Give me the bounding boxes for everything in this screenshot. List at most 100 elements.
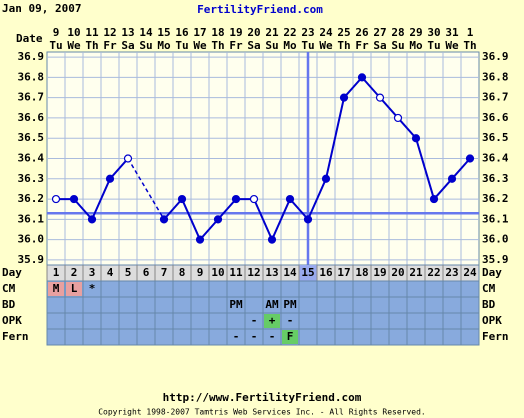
date-label: 14 <box>139 26 153 39</box>
row-cell: + <box>269 314 276 327</box>
y-tick-label-right: 36.7 <box>482 91 509 104</box>
date-label: 15 <box>157 26 170 39</box>
day-label: 5 <box>125 266 132 279</box>
footer-url: http://www.FertilityFriend.com <box>163 391 362 404</box>
y-tick-label: 36.0 <box>18 233 45 246</box>
y-tick-label-right: 36.0 <box>482 233 509 246</box>
weekday-label: We <box>445 39 459 52</box>
row-label-right: CM <box>482 282 496 295</box>
weekday-label: Tu <box>427 39 440 52</box>
y-tick-label: 36.8 <box>18 70 45 83</box>
y-tick-label-right: 36.8 <box>482 70 509 83</box>
y-tick-label: 36.9 <box>18 50 45 63</box>
y-tick-label-right: 35.9 <box>482 253 509 266</box>
date-label: 21 <box>265 26 279 39</box>
day-label: 13 <box>265 266 278 279</box>
weekday-label: We <box>193 39 207 52</box>
row-label-right: Fern <box>482 330 509 343</box>
y-tick-label: 36.4 <box>18 152 45 165</box>
ovulation-day-cell <box>299 265 317 281</box>
row-cell: - <box>287 314 294 327</box>
y-tick-label-right: 36.2 <box>482 192 509 205</box>
y-tick-label-right: 36.1 <box>482 212 509 225</box>
row-cell: - <box>251 330 258 343</box>
weekday-label: We <box>67 39 81 52</box>
temp-point <box>69 194 79 204</box>
cell-highlight <box>66 282 82 296</box>
date-label: 31 <box>445 26 459 39</box>
row-label: CM <box>2 282 16 295</box>
y-tick-label: 36.6 <box>18 111 45 124</box>
row-cell: F <box>287 330 294 343</box>
temp-point <box>213 215 223 224</box>
row-label-right: OPK <box>482 314 502 327</box>
y-tick-label: 35.9 <box>18 253 45 266</box>
y-tick-label: 36.2 <box>18 192 45 205</box>
date-label: 23 <box>301 26 314 39</box>
y-tick-label: 36.7 <box>18 91 45 104</box>
day-label: 3 <box>89 266 96 279</box>
row-label: BD <box>2 298 16 311</box>
date-label: 12 <box>103 26 116 39</box>
day-label: 20 <box>391 266 404 279</box>
temp-point <box>303 215 313 224</box>
day-label: 22 <box>427 266 440 279</box>
row-label: Fern <box>2 330 29 343</box>
weekday-label: Sa <box>373 39 386 52</box>
temp-point <box>339 93 349 102</box>
temp-point <box>231 194 241 204</box>
temp-point <box>105 174 115 183</box>
row-cell: AM <box>265 298 279 311</box>
y-tick-label-right: 36.3 <box>482 172 509 185</box>
date-label: 19 <box>229 26 242 39</box>
day-label: 7 <box>161 266 168 279</box>
y-tick-label-right: 36.4 <box>482 152 509 165</box>
weekday-label: Mo <box>157 39 171 52</box>
day-label: 21 <box>409 266 423 279</box>
day-label: 9 <box>197 266 204 279</box>
day-row-label-right: Day <box>482 266 502 279</box>
date-label: 17 <box>193 26 206 39</box>
date-label: 18 <box>211 26 224 39</box>
site-title: FertilityFriend.com <box>197 3 323 16</box>
weekday-label: Mo <box>283 39 297 52</box>
row-cell: - <box>251 314 258 327</box>
date-label: 11 <box>85 26 99 39</box>
day-label: 1 <box>53 266 60 279</box>
temp-point <box>87 215 97 224</box>
temp-point <box>375 93 385 102</box>
date-label: 28 <box>391 26 404 39</box>
weekday-label: Th <box>211 39 224 52</box>
weekday-label: Th <box>85 39 98 52</box>
row-cell: PM <box>229 298 243 311</box>
temp-point <box>411 134 421 143</box>
weekday-label: Th <box>337 39 350 52</box>
date-label: 20 <box>247 26 260 39</box>
weekday-label: Th <box>463 39 476 52</box>
day-label: 23 <box>445 266 458 279</box>
row-cell: PM <box>283 298 297 311</box>
temp-point <box>195 235 205 244</box>
weekday-label: Su <box>265 39 278 52</box>
temp-point <box>249 194 259 204</box>
temp-point <box>429 194 439 204</box>
y-tick-label-right: 36.6 <box>482 111 509 124</box>
weekday-label: Tu <box>49 39 62 52</box>
date-label: 25 <box>337 26 350 39</box>
cell-highlight <box>48 282 64 296</box>
date-label: 10 <box>67 26 80 39</box>
day-label: 8 <box>179 266 186 279</box>
gap-connector <box>127 158 165 220</box>
weekday-label: Sa <box>247 39 260 52</box>
date-label: 27 <box>373 26 386 39</box>
temp-point <box>159 215 169 224</box>
row-cell: L <box>71 282 78 295</box>
row-label: OPK <box>2 314 22 327</box>
weekday-label: We <box>319 39 333 52</box>
day-label: 24 <box>463 266 477 279</box>
date-label: 13 <box>121 26 134 39</box>
cell-highlight <box>282 330 298 344</box>
day-label: 12 <box>247 266 260 279</box>
date-label: 24 <box>319 26 333 39</box>
